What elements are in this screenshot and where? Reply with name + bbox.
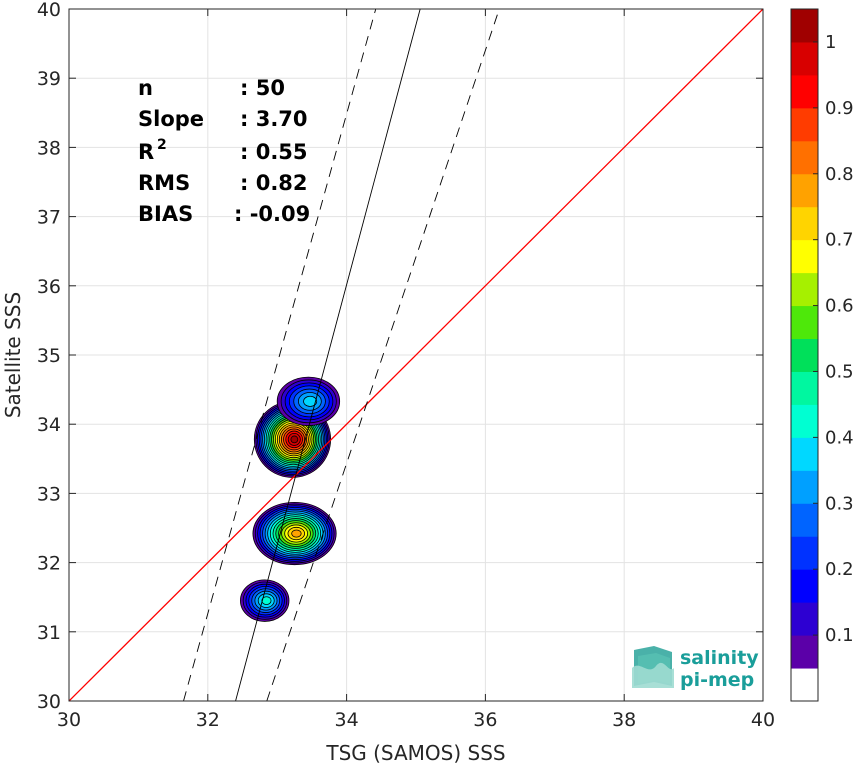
confidence-bound-line <box>266 9 500 701</box>
x-axis-label: TSG (SAMOS) SSS <box>325 741 505 765</box>
stat-value: : 50 <box>240 76 285 100</box>
colorbar-tick-label: 0.5 <box>825 361 854 382</box>
stat-value: : 0.55 <box>240 140 308 164</box>
colorbar-segment <box>791 140 818 175</box>
y-tick-label: 30 <box>37 691 61 713</box>
contour-level <box>291 529 302 538</box>
y-tick-label: 36 <box>37 276 61 298</box>
y-tick-label: 31 <box>37 622 61 644</box>
density-contours <box>240 376 341 622</box>
y-axis-label: Satellite SSS <box>1 292 25 418</box>
y-tick-label: 32 <box>37 553 61 575</box>
colorbar-segment <box>791 41 818 76</box>
logo: salinity pi-mep <box>632 646 759 691</box>
colorbar-tick-label: 0.8 <box>825 164 854 185</box>
grid <box>68 8 764 702</box>
colorbar-frame <box>790 8 819 702</box>
logo-line1: salinity <box>680 647 759 669</box>
axis-ticks: 30 32 34 36 38 40 30 31 32 33 34 35 36 37 38 39 40 <box>37 0 775 731</box>
colorbar-segment <box>791 107 818 142</box>
x-tick-label: 40 <box>751 709 775 731</box>
stats-box: n : 50 Slope : 3.70 R 2 : 0.55 RMS : 0.82 BIAS : -… <box>138 76 310 226</box>
colorbar-segment <box>791 239 818 274</box>
colorbar-tick-label: 1 <box>825 32 836 53</box>
y-tick-label: 34 <box>37 414 61 436</box>
colorbar-segment <box>791 9 818 43</box>
colorbar: 0.1 0.2 0.3 0.4 0.5 0.6 0.7 0.8 0.9 1 <box>790 8 854 702</box>
y-tick-label: 39 <box>37 68 61 90</box>
x-tick-label: 32 <box>196 709 220 731</box>
stat-value: : -0.09 <box>234 202 310 226</box>
colorbar-segment <box>791 602 818 636</box>
contour-level <box>290 435 299 444</box>
regression-line <box>235 9 421 701</box>
y-tick-label: 40 <box>37 0 61 21</box>
colorbar-tick-label: 0.3 <box>825 493 854 514</box>
y-tick-label: 35 <box>37 345 61 367</box>
colorbar-segment <box>791 503 818 537</box>
density-cluster <box>252 501 337 566</box>
density-cluster <box>240 579 290 622</box>
x-tick-label: 38 <box>612 709 636 731</box>
colorbar-tick-label: 0.9 <box>825 98 854 119</box>
y-tick-label: 33 <box>37 483 61 505</box>
x-tick-label: 30 <box>57 709 81 731</box>
colorbar-tick-label: 0.4 <box>825 427 854 448</box>
colorbar-tick-label: 0.2 <box>825 559 854 580</box>
colorbar-segment <box>791 371 818 405</box>
stat-superscript: 2 <box>157 137 167 153</box>
stat-label: BIAS <box>138 202 193 226</box>
stat-value: : 3.70 <box>240 107 308 131</box>
stat-label: RMS <box>138 171 190 195</box>
density-cluster <box>276 376 341 426</box>
colorbar-segment <box>791 173 818 208</box>
contour-level <box>261 596 272 605</box>
y-tick-label: 38 <box>37 137 61 159</box>
colorbar-segment <box>791 668 818 702</box>
stat-label: n <box>138 76 153 100</box>
colorbar-segment <box>791 437 818 471</box>
fit-lines <box>69 9 763 701</box>
colorbar-segment <box>791 206 818 241</box>
stat-label: R <box>138 140 154 164</box>
colorbar-segment <box>791 569 818 603</box>
colorbar-segment <box>791 74 818 109</box>
y-tick-label: 37 <box>37 207 61 229</box>
colorbar-segment <box>791 305 818 340</box>
confidence-bound-line <box>183 9 377 701</box>
colorbar-segment <box>791 272 818 307</box>
colorbar-segment <box>791 470 818 504</box>
colorbar-tick-label: 0.1 <box>825 625 854 646</box>
one-to-one-line <box>69 9 763 701</box>
x-tick-label: 36 <box>473 709 497 731</box>
contour-level <box>303 395 318 407</box>
colorbar-tick-label: 0.7 <box>825 230 854 251</box>
stat-value: : 0.82 <box>240 171 308 195</box>
colorbar-segment <box>791 635 818 669</box>
colorbar-segment <box>791 338 818 372</box>
stat-label: Slope <box>138 107 204 131</box>
logo-line2: pi-mep <box>680 669 754 691</box>
x-tick-label: 34 <box>335 709 359 731</box>
colorbar-segment <box>791 536 818 570</box>
colorbar-segment <box>791 404 818 438</box>
wave-icon <box>632 646 674 688</box>
colorbar-tick-label: 0.6 <box>825 296 854 317</box>
